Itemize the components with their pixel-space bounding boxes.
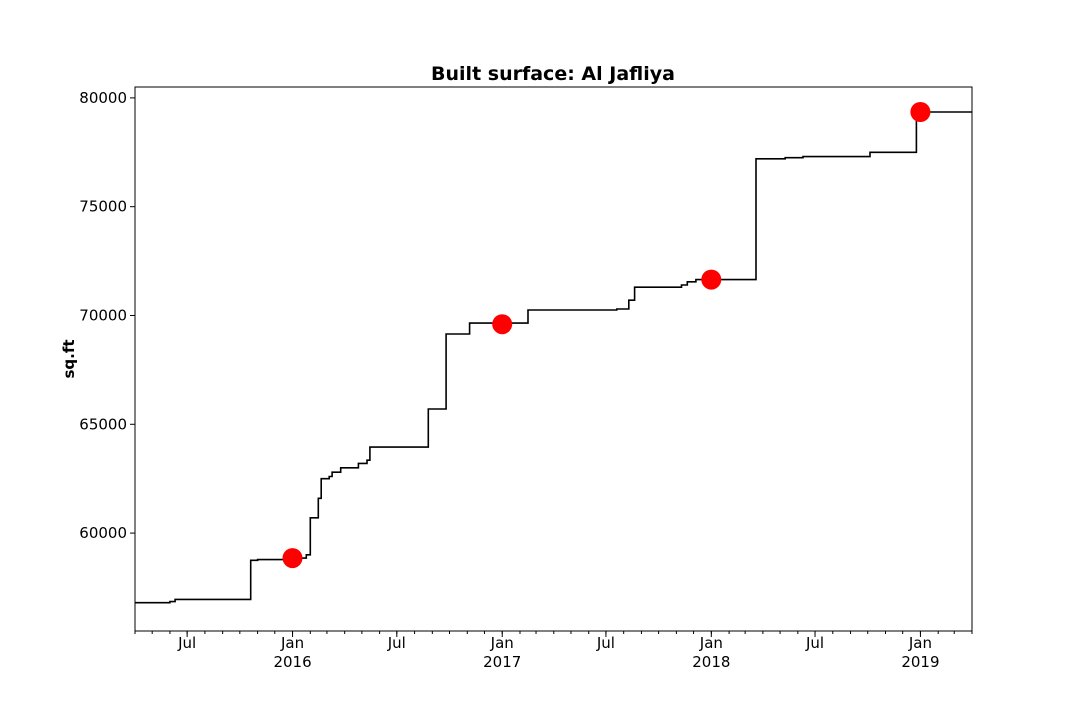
x-tick-year-label: 2019 (901, 653, 939, 671)
x-tick-label: Jul (177, 634, 196, 652)
data-point-marker (701, 269, 722, 290)
x-tick-year-label: 2018 (692, 653, 730, 671)
x-tick-label: Jan (490, 634, 514, 652)
series-line (135, 111, 972, 604)
plot-area (135, 102, 972, 604)
y-tick-label: 75000 (79, 198, 127, 216)
y-axis-label: sq.ft (60, 339, 78, 378)
y-tick-label: 65000 (79, 415, 127, 433)
x-tick-label: Jan (280, 634, 304, 652)
x-tick-year-label: 2016 (273, 653, 311, 671)
x-tick-label: Jul (596, 634, 615, 652)
x-tick-label: Jan (908, 634, 932, 652)
data-point-marker (492, 314, 513, 335)
y-axis: 60000 65000 70000 75000 80000 (79, 89, 135, 542)
chart-title: Built surface: Al Jafliya (431, 63, 675, 85)
plot-frame (134, 86, 973, 632)
y-tick-label: 70000 (79, 306, 127, 324)
data-point-marker (910, 102, 931, 122)
x-tick-label: Jul (805, 634, 824, 652)
x-tick-label: Jul (387, 634, 406, 652)
data-point-marker (282, 548, 303, 569)
x-tick-label: Jan (699, 634, 723, 652)
x-tick-year-label: 2017 (483, 653, 521, 671)
y-tick-label: 80000 (79, 89, 127, 107)
y-tick-label: 60000 (79, 524, 127, 542)
